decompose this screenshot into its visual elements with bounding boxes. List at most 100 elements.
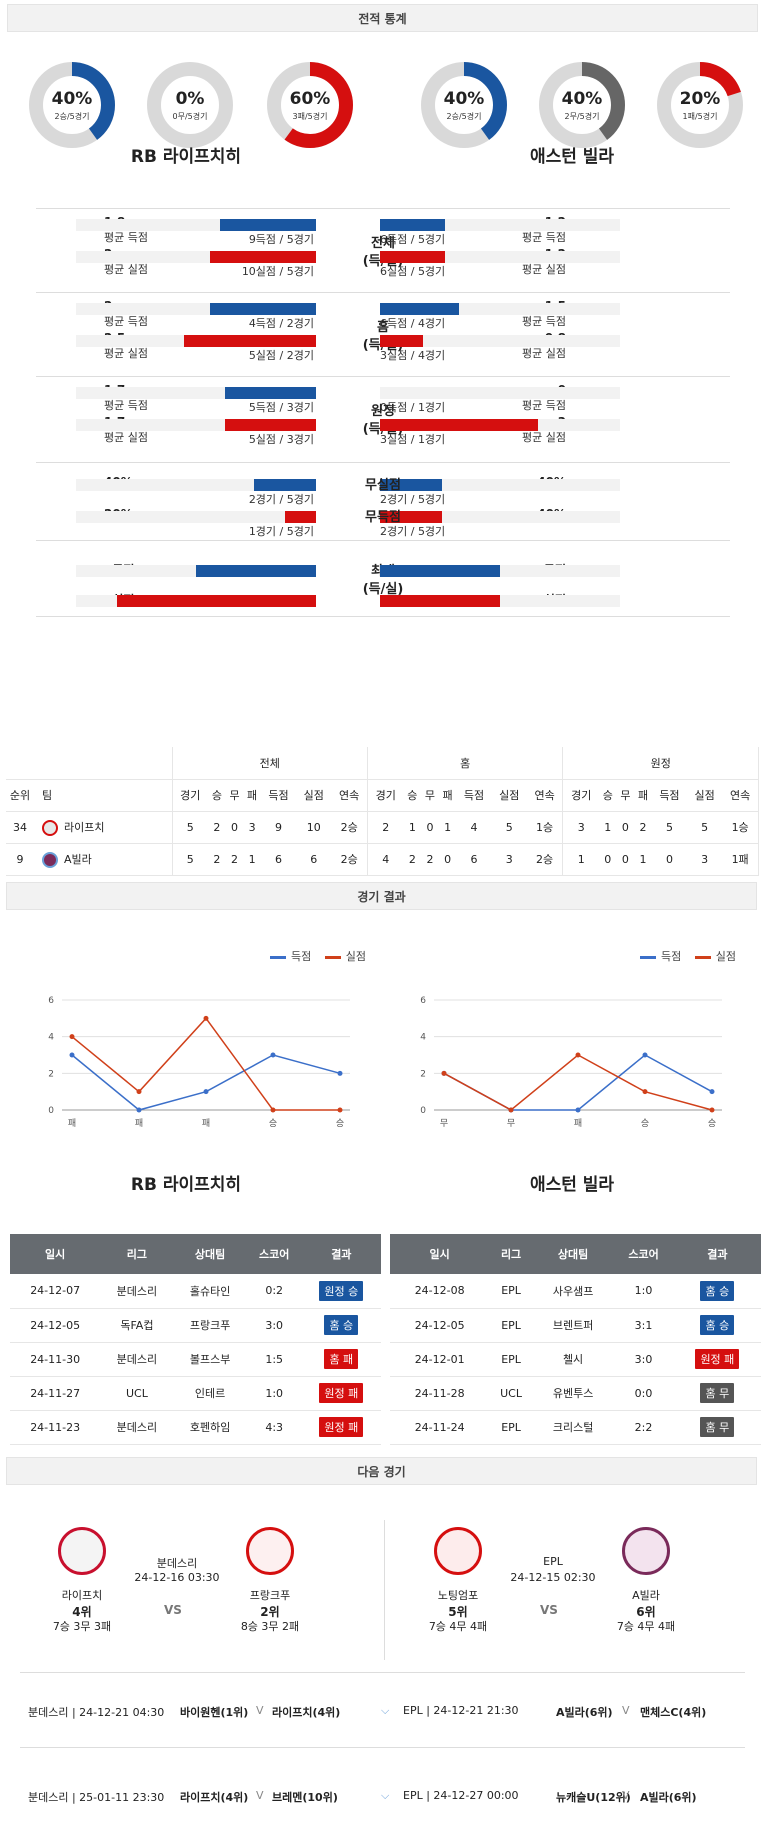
table-row[interactable]: 24-12-05 독FA컵 프랑크푸 3:0 홈 승 bbox=[10, 1308, 381, 1343]
team-cell[interactable]: 라이프치 bbox=[34, 811, 173, 844]
y-tick-label: 2 bbox=[420, 1069, 426, 1079]
stat-cell: 2승 bbox=[526, 843, 564, 876]
away-bar bbox=[380, 419, 539, 431]
col-header: 스코어 bbox=[613, 1234, 674, 1274]
section-title-stats: 전적 통계 bbox=[7, 4, 758, 32]
home-label: 평균 실점 bbox=[104, 431, 148, 444]
stat-cell: 2 bbox=[225, 843, 244, 876]
table-row[interactable]: 24-11-23 분데스리 호펜하임 4:3 원정 패 bbox=[10, 1410, 381, 1445]
stat-cell: 3 bbox=[243, 811, 261, 844]
col-header: 순위 bbox=[6, 779, 34, 812]
team1-crest-icon[interactable] bbox=[58, 1527, 106, 1575]
fixture-team2[interactable]: A빌라(6위) bbox=[640, 1791, 697, 1804]
col-header: 득점 bbox=[260, 779, 297, 812]
home-bar-caption: 9득점 / 5경기 bbox=[248, 233, 314, 246]
home-label: 평균 실점 bbox=[104, 263, 148, 276]
table-row[interactable]: 24-12-07 분데스리 홀슈타인 0:2 원정 승 bbox=[10, 1274, 381, 1309]
fixture-team2[interactable]: 라이프치(4위) bbox=[272, 1706, 341, 1719]
stat-cell: 2 bbox=[208, 811, 226, 844]
next-team-rank: 5위 bbox=[448, 1605, 468, 1619]
col-header: 패 bbox=[634, 779, 652, 812]
chevron-down-icon[interactable]: ⌵ bbox=[381, 1789, 390, 1802]
opponent-cell: 홀슈타인 bbox=[173, 1274, 247, 1309]
team2-crest-icon[interactable] bbox=[622, 1527, 670, 1575]
col-header: 연속 bbox=[331, 779, 368, 812]
table-row[interactable]: 24-11-30 분데스리 볼프스부 1:5 홈 패 bbox=[10, 1342, 381, 1377]
away-bar-track bbox=[380, 219, 620, 231]
team2-crest-icon[interactable] bbox=[246, 1527, 294, 1575]
fixture-team2[interactable]: 브레멘(10위) bbox=[272, 1791, 338, 1804]
comparison-row: 3득점3득점 bbox=[36, 563, 730, 603]
col-header: 무 bbox=[225, 779, 244, 812]
col-header: 상대팀 bbox=[173, 1234, 247, 1274]
stat-cell: 1패 bbox=[722, 843, 760, 876]
fixture-team1[interactable]: A빌라(6위) bbox=[556, 1706, 613, 1719]
fixture-team1[interactable]: 뉴캐슬U(12위) bbox=[556, 1791, 631, 1804]
stat-cell: 0 bbox=[421, 811, 439, 844]
donut-fill bbox=[267, 62, 353, 148]
category-label: (득/실) bbox=[362, 582, 404, 597]
stat-cell: 0 bbox=[616, 843, 635, 876]
next-league: 분데스리 bbox=[156, 1557, 198, 1570]
stat-cell: 0 bbox=[225, 811, 244, 844]
next-team-name: 노팅엄포 bbox=[437, 1589, 479, 1602]
col-header: 패 bbox=[243, 779, 261, 812]
chevron-down-icon[interactable]: ⌵ bbox=[381, 1704, 390, 1717]
table-row[interactable]: 24-12-01 EPL 첼시 3:0 원정 패 bbox=[390, 1342, 761, 1377]
stat-cell: 2 bbox=[421, 843, 439, 876]
data-point bbox=[508, 1107, 514, 1113]
score-cell: 3:0 bbox=[246, 1308, 302, 1343]
team1-crest-icon[interactable] bbox=[434, 1527, 482, 1575]
league-cell: UCL bbox=[489, 1376, 533, 1411]
away-bar-track bbox=[380, 303, 620, 315]
result-cell: 홈 무 bbox=[673, 1410, 761, 1445]
table-row[interactable]: 24-12-05 EPL 브렌트퍼 3:1 홈 승 bbox=[390, 1308, 761, 1343]
score-cell: 4:3 bbox=[246, 1410, 302, 1445]
away-bar-caption: 3실점 / 1경기 bbox=[380, 433, 446, 446]
donut-fill bbox=[539, 62, 625, 148]
fixture-vs: V bbox=[256, 1704, 264, 1717]
league-cell: EPL bbox=[489, 1274, 533, 1309]
home-bar bbox=[224, 419, 316, 431]
next-team-record: 7승 3무 3패 bbox=[52, 1620, 112, 1633]
stat-cell: 0 bbox=[438, 843, 457, 876]
y-tick-label: 6 bbox=[48, 996, 54, 1006]
next-team-record: 7승 4무 4패 bbox=[616, 1620, 676, 1633]
fixture-team2[interactable]: 맨체스C(4위) bbox=[640, 1706, 707, 1719]
stat-cell: 2 bbox=[367, 811, 404, 844]
home-label: 평균 득점 bbox=[104, 231, 148, 244]
fixture-team1[interactable]: 라이프치(4위) bbox=[180, 1791, 249, 1804]
legend-line-scored bbox=[270, 955, 286, 959]
away-bar-caption: 6실점 / 5경기 bbox=[380, 265, 446, 278]
col-header: 무 bbox=[616, 779, 635, 812]
table-row[interactable]: 34 라이프치 5 2 0 3 9 10 2승 2 1 0 1 4 5 1승 3 1 0 2 5 5 1승 bbox=[6, 811, 760, 844]
legend-conceded: 실점 bbox=[345, 950, 366, 963]
date-cell: 24-11-23 bbox=[10, 1410, 101, 1445]
stat-cell: 6 bbox=[296, 843, 332, 876]
fixture-team1[interactable]: 바이원헨(1위) bbox=[180, 1706, 249, 1719]
result-badge: 홈 승 bbox=[324, 1315, 359, 1335]
table-row[interactable]: 24-11-24 EPL 크리스털 2:2 홈 무 bbox=[390, 1410, 761, 1445]
table-row[interactable]: 24-11-28 UCL 유벤투스 0:0 홈 무 bbox=[390, 1376, 761, 1411]
home-bar bbox=[210, 303, 316, 315]
table-row[interactable]: 24-11-27 UCL 인테르 1:0 원정 패 bbox=[10, 1376, 381, 1411]
section-title-next: 다음 경기 bbox=[6, 1457, 757, 1485]
donut-fill bbox=[421, 62, 507, 148]
series-line-scored bbox=[443, 1054, 713, 1111]
team-cell[interactable]: A빌라 bbox=[34, 843, 173, 876]
date-cell: 24-12-05 bbox=[390, 1308, 490, 1343]
stat-cell: 5 bbox=[651, 811, 688, 844]
result-cell: 원정 패 bbox=[301, 1410, 381, 1445]
table-row[interactable]: 9 A빌라 5 2 2 1 6 6 2승 4 2 2 0 6 3 2승 1 0 0 1 0 3 1패 bbox=[6, 843, 760, 876]
donut-record: 1패/5경기 bbox=[682, 112, 718, 121]
home-bar bbox=[184, 335, 316, 347]
results-header-row: 일시 리그 상대팀 스코어 결과 bbox=[10, 1234, 381, 1274]
table-row[interactable]: 24-12-08 EPL 사우샘프 1:0 홈 승 bbox=[390, 1274, 761, 1309]
data-point bbox=[203, 1015, 209, 1021]
date-cell: 24-12-07 bbox=[10, 1274, 101, 1309]
data-point bbox=[69, 1034, 75, 1040]
